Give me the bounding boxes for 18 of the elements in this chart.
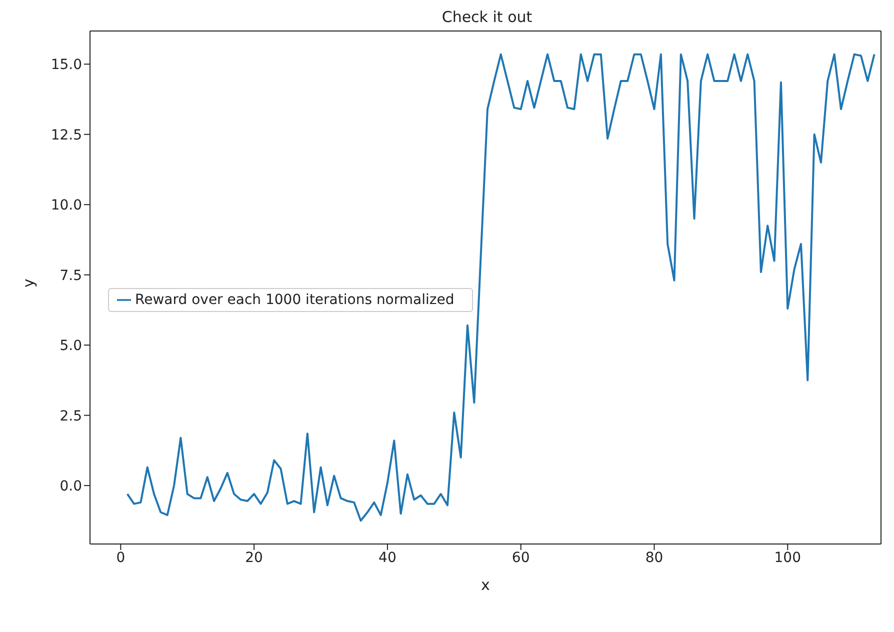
y-tick-label: 15.0 [50,57,82,74]
y-tick-label: 5.0 [60,338,82,354]
y-tick-label: 12.5 [50,127,82,144]
x-axis-title: x [481,576,490,594]
chart-title: Check it out [440,8,534,26]
x-tick-label: 60 [512,550,530,566]
line-series [126,53,876,522]
y-tick-label: 10.0 [50,198,82,214]
x-tick-label: 0 [116,550,126,566]
x-tick-label: 100 [774,550,801,566]
y-tick-label: 2.5 [60,408,82,424]
x-tick-label: 20 [245,550,263,566]
y-tick-label: 0.0 [60,478,82,495]
y-axis-title: y [19,278,38,288]
x-tick-label: 40 [378,550,396,566]
legend-label: Reward over each 1000 iterations normalized [135,292,454,308]
y-tick-label: 7.5 [60,268,82,284]
x-tick-label: 80 [645,550,664,566]
